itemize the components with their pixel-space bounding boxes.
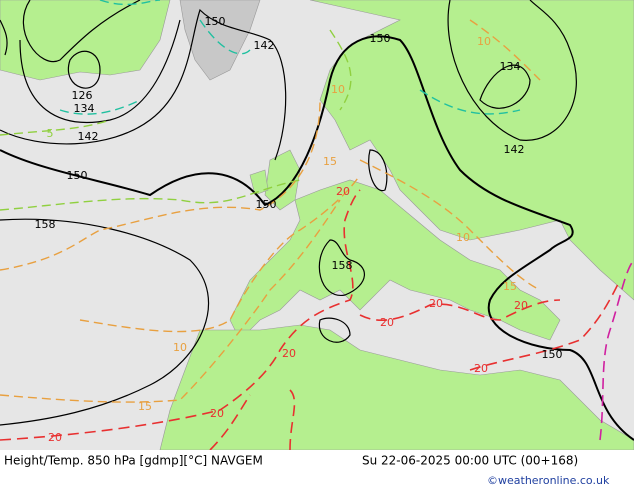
- contour-label: 158: [35, 218, 56, 231]
- footer-right: Su 22-06-2025 00:00 UTC (00+168): [362, 454, 578, 468]
- contour-label: 20: [474, 362, 488, 375]
- contour-label: 134: [500, 60, 521, 73]
- contour-label: 20: [429, 297, 443, 310]
- contour-label: 20: [282, 347, 296, 360]
- contour-label: 20: [48, 431, 62, 444]
- contour-label: 126: [72, 89, 93, 102]
- land: [0, 0, 634, 451]
- contour-label: 15: [138, 400, 152, 413]
- contour-label: 150: [256, 198, 277, 211]
- contour-label: 10: [331, 83, 345, 96]
- footer-bg: [0, 450, 634, 490]
- contour-label: 142: [504, 143, 525, 156]
- contour-label: 150: [542, 348, 563, 361]
- contour-label: 134: [74, 102, 95, 115]
- contour-label: 20: [210, 407, 224, 420]
- contour-labels: 150 142 150 126 134 142 150 150 158 158 …: [35, 15, 563, 444]
- contour-label: 15: [323, 155, 337, 168]
- contour-label: 15: [503, 280, 517, 293]
- credit: ©weatheronline.co.uk: [487, 474, 610, 487]
- contour-label: 150: [67, 169, 88, 182]
- contour-label: 10: [173, 341, 187, 354]
- contour-label: 158: [332, 259, 353, 272]
- temperature-contours: [0, 0, 634, 451]
- footer-left: Height/Temp. 850 hPa [gdmp][°C] NAVGEM: [4, 454, 263, 468]
- height-contours: [0, 0, 634, 441]
- contour-label: 20: [514, 299, 528, 312]
- contour-label: 142: [78, 130, 99, 143]
- contour-label: 20: [336, 185, 350, 198]
- contour-label: 142: [254, 39, 275, 52]
- contour-label: 5: [47, 127, 54, 140]
- contour-label: 10: [456, 231, 470, 244]
- contour-label: 10: [477, 35, 491, 48]
- contour-label: 20: [380, 316, 394, 329]
- contour-label: 150: [205, 15, 226, 28]
- contour-label: 150: [370, 32, 391, 45]
